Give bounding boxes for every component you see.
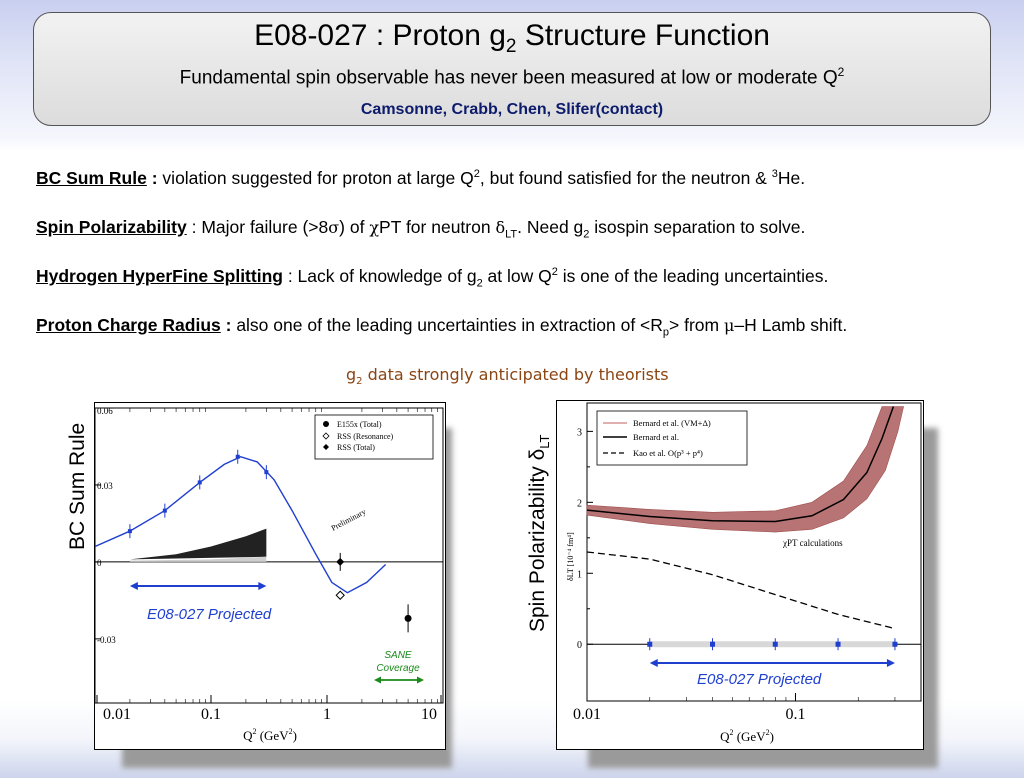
legend-marker-e155x bbox=[323, 421, 329, 427]
point-hyperfine: Hydrogen HyperFine Splitting : Lack of k… bbox=[36, 266, 829, 290]
left-arrowhead-left bbox=[129, 582, 138, 590]
right-chart-panel: 3 2 1 0 0.01 0.1 Bernard et al. (VM+Δ) Bernar… bbox=[556, 400, 924, 750]
right-projected-band bbox=[649, 641, 895, 648]
point-charge-radius: Proton Charge Radius : also one of the l… bbox=[36, 315, 848, 339]
left-legend-box bbox=[314, 414, 434, 460]
right-arrowhead-left bbox=[649, 659, 658, 667]
left-dark-band bbox=[129, 528, 267, 560]
right-ylabel: Spin Polarizability δLT bbox=[526, 434, 553, 633]
right-projected-point bbox=[772, 641, 778, 647]
right-xtick-label: 0.1 bbox=[785, 706, 805, 723]
right-ytick-label: 2 bbox=[577, 498, 582, 509]
right-projected-point bbox=[892, 641, 898, 647]
legend-bernard: Bernard et al. bbox=[633, 432, 679, 442]
legend-bernard-vm: Bernard et al. (VM+Δ) bbox=[633, 418, 711, 428]
left-ytick-label: 0 bbox=[97, 558, 102, 568]
left-grey-band bbox=[129, 556, 267, 562]
legend-marker-rss-res bbox=[322, 432, 330, 440]
chipt-calc-label: χPT calculations bbox=[782, 538, 843, 548]
legend-rss-res: RSS (Resonance) bbox=[337, 432, 394, 441]
left-projected-label: E08-027 Projected bbox=[147, 606, 272, 623]
left-arrowhead-right bbox=[258, 582, 267, 590]
preliminary-label: Preliminary bbox=[330, 507, 368, 533]
left-xtick-label: 0.01 bbox=[103, 706, 131, 723]
point-bc-sum-rule: BC Sum Rule : violation suggested for pr… bbox=[36, 168, 806, 188]
right-projected-label: E08-027 Projected bbox=[697, 671, 822, 688]
right-xtick-label: 0.01 bbox=[573, 706, 601, 723]
e155x-point bbox=[404, 614, 412, 622]
right-bernard-line bbox=[586, 406, 895, 523]
right-projected-point bbox=[647, 641, 653, 647]
right-ytick-label: 1 bbox=[577, 569, 582, 580]
sane-label-1: SANE bbox=[384, 650, 412, 661]
title-box: E08-027 : Proton g2 Structure Function F… bbox=[33, 12, 991, 126]
left-plot-frame bbox=[94, 407, 444, 704]
legend-kao: Kao et al. O(p³ + p⁴) bbox=[633, 448, 703, 458]
legend-e155x: E155x (Total) bbox=[337, 420, 382, 429]
left-ytick-label: 0.06 bbox=[97, 406, 113, 416]
left-projected-point bbox=[197, 480, 202, 485]
right-kao-line bbox=[586, 551, 896, 630]
bc-sum-rule-chart: E155x (Total) RSS (Resonance) RSS (Total… bbox=[94, 406, 444, 743]
sane-arrowhead-right bbox=[417, 676, 424, 684]
left-projected-point bbox=[264, 470, 269, 475]
legend-marker-rss-total bbox=[323, 444, 329, 450]
left-projected-point bbox=[162, 508, 167, 513]
right-legend: Bernard et al. (VM+Δ) Bernard et al. Kao… bbox=[596, 410, 748, 466]
left-xlabel: Q2 (GeV2) bbox=[243, 727, 297, 743]
right-projected-point bbox=[835, 641, 841, 647]
left-ylabel: BC Sum Rule bbox=[66, 422, 89, 550]
left-ytick-label: 0.03 bbox=[97, 481, 113, 491]
sane-arrowhead-left bbox=[374, 676, 381, 684]
inner-ylabel: δLT [10⁻⁴ fm⁴] bbox=[566, 532, 575, 581]
right-arrowhead-right bbox=[886, 659, 895, 667]
authors: Camsonne, Crabb, Chen, Slifer(contact) bbox=[360, 101, 664, 118]
right-xlabel: Q2 (GeV2) bbox=[720, 728, 774, 744]
left-xtick-label: 10 bbox=[421, 706, 437, 723]
right-projected-point bbox=[710, 641, 716, 647]
left-ytick-label: -0.03 bbox=[97, 635, 116, 645]
left-xtick-label: 0.1 bbox=[201, 706, 221, 723]
anticipated-caption: g2 data strongly anticipated by theorist… bbox=[346, 365, 669, 388]
sane-label-2: Coverage bbox=[376, 663, 420, 674]
left-chart-panel: E155x (Total) RSS (Resonance) RSS (Total… bbox=[94, 402, 446, 750]
rss-total-point bbox=[336, 557, 345, 566]
legend-rss-total: RSS (Total) bbox=[337, 443, 375, 452]
left-xtick-label: 1 bbox=[323, 706, 331, 723]
right-vm-band bbox=[586, 406, 904, 533]
left-projected-point bbox=[127, 529, 132, 534]
page-subtitle: Fundamental spin observable has never be… bbox=[179, 65, 845, 89]
rss-resonance-point bbox=[335, 590, 345, 600]
left-legend: E155x (Total) RSS (Resonance) RSS (Total… bbox=[314, 414, 434, 460]
left-projected-point bbox=[235, 454, 240, 459]
right-legend-box bbox=[596, 410, 748, 466]
point-spin-polarizability: Spin Polarizability : Major failure (>8σ… bbox=[36, 217, 806, 241]
right-ytick-label: 3 bbox=[577, 427, 582, 438]
right-ytick-label: 0 bbox=[577, 640, 582, 651]
page-title: E08-027 : Proton g2 Structure Function bbox=[254, 19, 770, 57]
spin-polarizability-chart: 3 2 1 0 0.01 0.1 Bernard et al. (VM+Δ) Bernar… bbox=[566, 402, 922, 744]
